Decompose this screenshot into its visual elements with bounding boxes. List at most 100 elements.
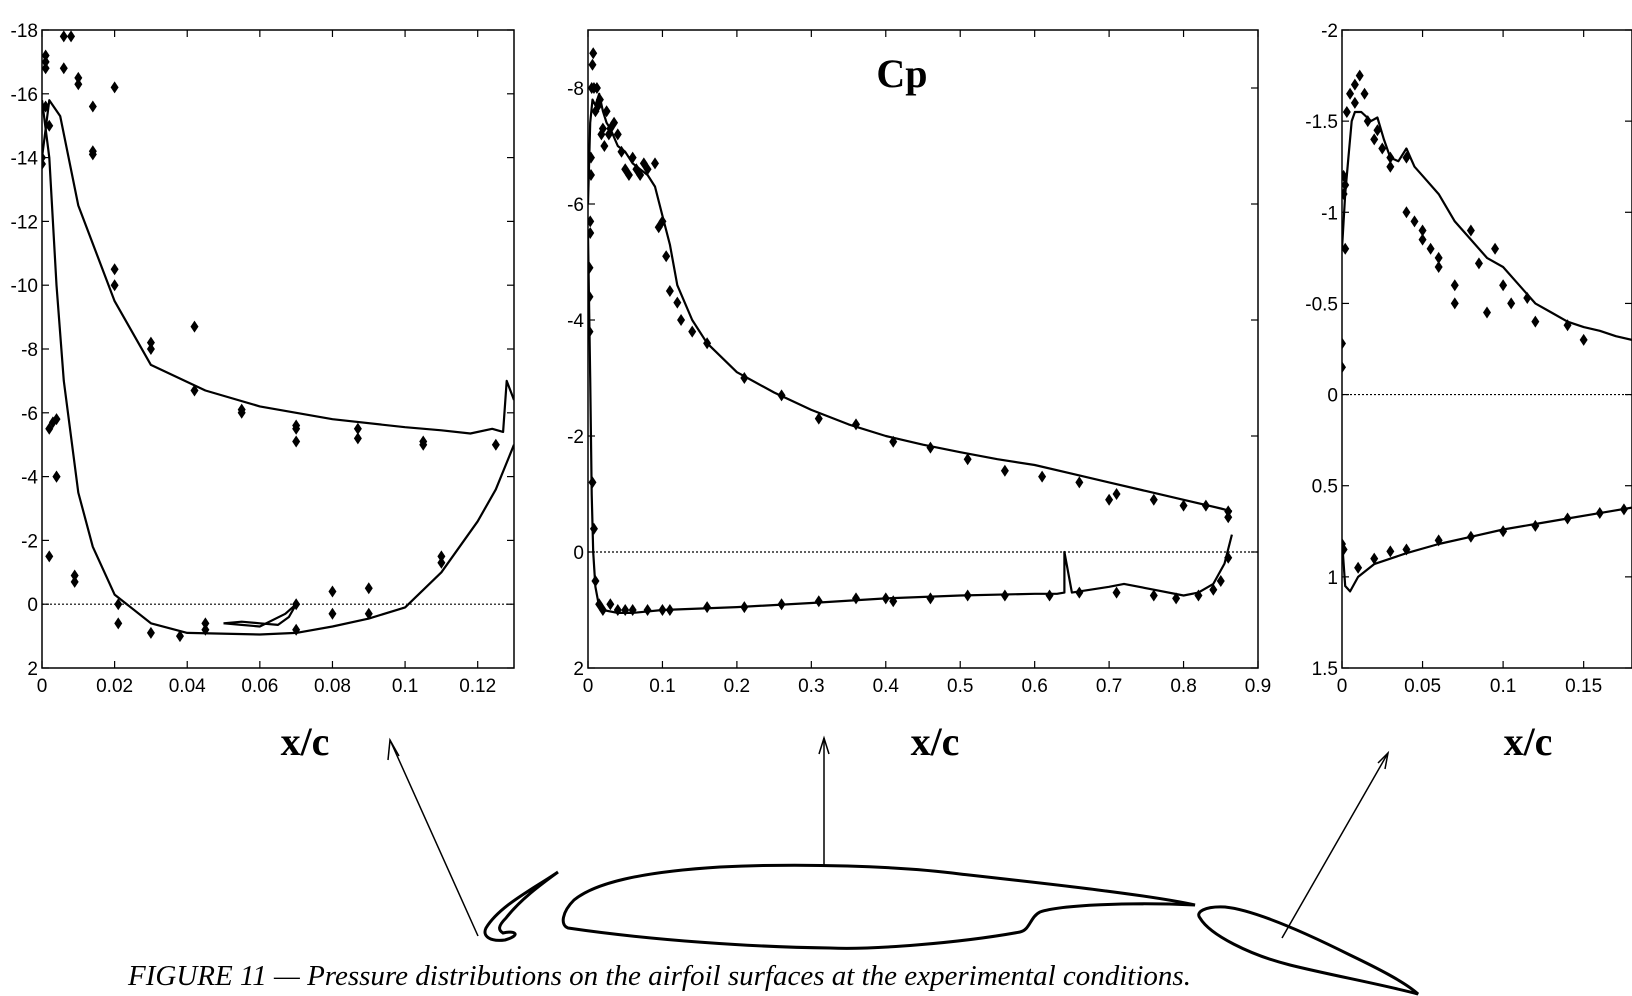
arrow-flap bbox=[1281, 752, 1389, 939]
y-tick-label: -16 bbox=[11, 85, 38, 106]
experimental-point bbox=[353, 422, 362, 435]
experimental-point bbox=[1194, 589, 1203, 602]
x-tick-label: 0.5 bbox=[947, 676, 973, 697]
series-group bbox=[42, 30, 514, 643]
experimental-point bbox=[963, 453, 972, 466]
experimental-point bbox=[1355, 69, 1364, 82]
experimental-point bbox=[1224, 511, 1233, 524]
experimental-point bbox=[1209, 583, 1218, 596]
experimental-point bbox=[1342, 543, 1348, 556]
experimental-point bbox=[621, 604, 630, 616]
y-tick-label: -2 bbox=[567, 427, 584, 448]
experimental-point bbox=[42, 62, 50, 75]
cp-computed-line-1 bbox=[588, 232, 1233, 615]
experimental-point bbox=[1179, 499, 1188, 512]
experimental-point bbox=[677, 314, 686, 326]
experimental-point bbox=[665, 604, 674, 616]
experimental-point bbox=[1434, 251, 1443, 264]
experimental-point bbox=[852, 418, 860, 431]
experimental-point bbox=[292, 623, 301, 636]
x-axis-label: x/c bbox=[281, 719, 330, 764]
experimental-point bbox=[1342, 188, 1348, 201]
experimental-point bbox=[1342, 361, 1346, 374]
experimental-point bbox=[665, 285, 674, 297]
experimental-point bbox=[740, 372, 749, 384]
y-tick-label: 0 bbox=[1327, 386, 1338, 407]
cp-computed-line-1 bbox=[1342, 506, 1632, 593]
x-tick-label: 0.2 bbox=[724, 676, 750, 697]
experimental-point bbox=[190, 384, 199, 397]
x-tick-label: 0.8 bbox=[1170, 676, 1196, 697]
experimental-point bbox=[1360, 87, 1369, 100]
experimental-point bbox=[598, 122, 607, 135]
experimental-point bbox=[1402, 543, 1411, 556]
experimental-point bbox=[1523, 291, 1532, 304]
experimental-point bbox=[1350, 96, 1359, 109]
experimental-point bbox=[1373, 124, 1382, 137]
y-tick-label: -2 bbox=[1321, 21, 1338, 42]
experimental-point bbox=[292, 435, 301, 448]
cp-computed-line-1 bbox=[42, 100, 514, 636]
experimental-point bbox=[1342, 106, 1351, 119]
y-tick-label: -0.5 bbox=[1305, 294, 1338, 315]
experimental-point bbox=[600, 140, 609, 152]
experimental-point bbox=[588, 169, 595, 181]
y-tick-label: -12 bbox=[11, 212, 38, 233]
experimental-point bbox=[1410, 215, 1419, 228]
experimental-point bbox=[1224, 551, 1233, 564]
experimental-point bbox=[777, 389, 786, 402]
main-element-shape bbox=[561, 863, 1196, 950]
experimental-point bbox=[1350, 78, 1359, 91]
experimental-point bbox=[1370, 133, 1379, 146]
experimental-point bbox=[662, 250, 671, 263]
x-tick-label: 0 bbox=[583, 676, 594, 697]
x-tick-label: 0 bbox=[37, 676, 48, 697]
experimental-point bbox=[636, 169, 645, 181]
experimental-point bbox=[42, 151, 46, 164]
experimental-point bbox=[926, 592, 935, 605]
experimental-point bbox=[45, 550, 54, 563]
y-tick-label: 1.5 bbox=[1312, 659, 1338, 680]
y-tick-label: -4 bbox=[21, 468, 38, 489]
experimental-point bbox=[588, 227, 595, 239]
x-tick-label: 0.6 bbox=[1021, 676, 1047, 697]
experimental-point bbox=[1563, 512, 1572, 525]
experimental-point bbox=[673, 296, 682, 309]
experimental-point bbox=[328, 585, 337, 598]
y-tick-label: -2 bbox=[21, 531, 38, 552]
figure-caption: FIGURE 11 — Pressure distributions on th… bbox=[127, 960, 1191, 992]
experimental-point bbox=[1402, 206, 1411, 219]
experimental-point bbox=[292, 598, 301, 611]
experimental-point bbox=[1342, 337, 1346, 350]
experimental-point bbox=[1342, 169, 1348, 182]
experimental-point bbox=[146, 343, 155, 355]
cp-computed-line-2 bbox=[223, 603, 298, 628]
experimental-point bbox=[52, 470, 61, 483]
y-tick-label: -1 bbox=[1321, 203, 1338, 224]
x-tick-label: 0.9 bbox=[1245, 676, 1271, 697]
chart-panels: 0 0.02 0.04 0.06 0.08 0.1 0.12-18-16-14-12-10-… bbox=[11, 21, 1632, 764]
experimental-point bbox=[1595, 507, 1604, 520]
experimental-point bbox=[45, 119, 54, 132]
experimental-point bbox=[1491, 242, 1500, 255]
slat-shape bbox=[483, 870, 559, 942]
experimental-point bbox=[602, 105, 611, 118]
experimental-point bbox=[1354, 561, 1363, 574]
experimental-point bbox=[70, 569, 79, 582]
plot-frame bbox=[587, 29, 1259, 669]
experimental-point bbox=[889, 595, 898, 608]
plot-frame bbox=[1341, 29, 1632, 669]
x-tick-label: 0.4 bbox=[873, 676, 900, 697]
y-tick-label: -8 bbox=[21, 340, 38, 361]
experimental-point bbox=[740, 601, 749, 614]
experimental-point bbox=[175, 630, 184, 643]
experimental-point bbox=[814, 595, 823, 608]
cp-computed-line-0 bbox=[42, 99, 514, 435]
experimental-point bbox=[146, 336, 155, 349]
experimental-point bbox=[613, 604, 622, 616]
experimental-point bbox=[1619, 503, 1628, 516]
x-tick-label: 0.02 bbox=[96, 676, 133, 697]
experimental-point bbox=[588, 151, 595, 164]
experimental-point bbox=[74, 78, 83, 91]
experimental-point bbox=[592, 82, 601, 94]
